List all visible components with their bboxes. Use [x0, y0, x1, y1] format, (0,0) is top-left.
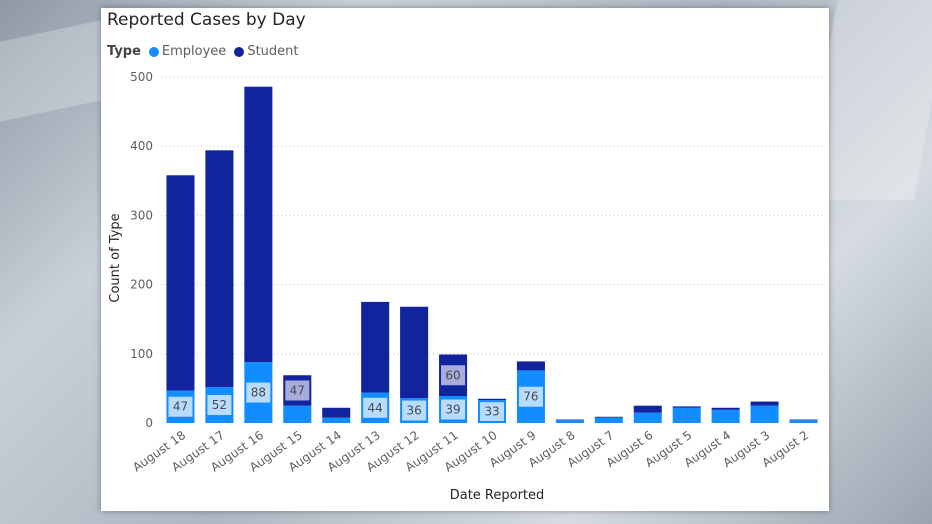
data-label: 88 — [251, 386, 266, 400]
bar-student — [594, 416, 623, 418]
y-tick-label: 400 — [130, 139, 153, 153]
data-label: 33 — [484, 405, 499, 419]
bar-student — [789, 419, 818, 421]
chart-svg: Count of Type Date Reported 0 100 200 300 40… — [108, 70, 823, 503]
bar-student — [244, 86, 273, 363]
legend-item-student[interactable]: Student — [234, 44, 299, 59]
bar-student — [672, 406, 701, 408]
data-label-box — [518, 386, 543, 407]
bar-student — [555, 419, 584, 421]
bar-employee — [283, 405, 312, 423]
legend-label-student: Student — [247, 44, 299, 59]
data-label-box — [479, 402, 505, 421]
data-label-box — [441, 365, 466, 386]
bar-employee — [594, 417, 623, 423]
bar-employee — [555, 420, 584, 423]
data-label: 47 — [290, 383, 305, 397]
data-label-box — [441, 399, 466, 420]
data-label-box — [363, 397, 388, 418]
x-axis-title: Date Reported — [450, 488, 545, 503]
data-label: 44 — [368, 401, 383, 415]
y-tick-label: 300 — [130, 208, 153, 222]
data-label: 39 — [445, 403, 460, 417]
data-label-box — [246, 382, 271, 403]
data-label-box — [168, 396, 193, 417]
bar-student — [516, 361, 545, 371]
legend-item-employee[interactable]: Employee — [148, 44, 227, 59]
y-tick-label: 200 — [130, 278, 153, 292]
data-label: 76 — [523, 390, 538, 404]
bar-student — [400, 306, 429, 399]
bar-student — [361, 301, 390, 393]
bar-employee — [633, 412, 662, 423]
y-tick-label: 0 — [145, 416, 153, 430]
y-tick-label: 500 — [130, 70, 153, 84]
bar-student — [166, 175, 195, 391]
y-tick-label: 100 — [130, 347, 153, 361]
legend-dot-student-icon — [234, 46, 245, 57]
bar-student — [633, 405, 662, 413]
data-label: 47 — [173, 400, 188, 414]
bar-employee — [711, 409, 740, 423]
legend-dot-employee-icon — [148, 46, 159, 57]
chart-title: Reported Cases by Day — [107, 10, 306, 30]
bar-employee — [322, 417, 351, 423]
bar-student — [711, 407, 740, 410]
bar-employee — [672, 407, 701, 423]
legend-label-employee: Employee — [161, 44, 227, 59]
legend-title: Type — [107, 44, 141, 59]
background-stripe — [0, 18, 110, 122]
data-label: 36 — [406, 404, 421, 418]
bar-student — [322, 407, 351, 418]
y-axis-title: Count of Type — [108, 213, 123, 302]
chart-panel: Reported Cases by Day Type Employee Stud… — [101, 8, 829, 511]
bar-student — [750, 401, 779, 406]
data-label-box — [285, 380, 310, 401]
bar-student — [205, 150, 234, 388]
data-label-box — [402, 400, 427, 421]
data-label-box — [207, 395, 232, 416]
bar-employee — [789, 420, 818, 423]
data-label: 60 — [445, 368, 460, 382]
bar-student — [477, 398, 507, 401]
data-label: 52 — [212, 398, 227, 412]
legend: Type Employee Student — [107, 44, 307, 59]
bar-employee — [750, 405, 779, 423]
